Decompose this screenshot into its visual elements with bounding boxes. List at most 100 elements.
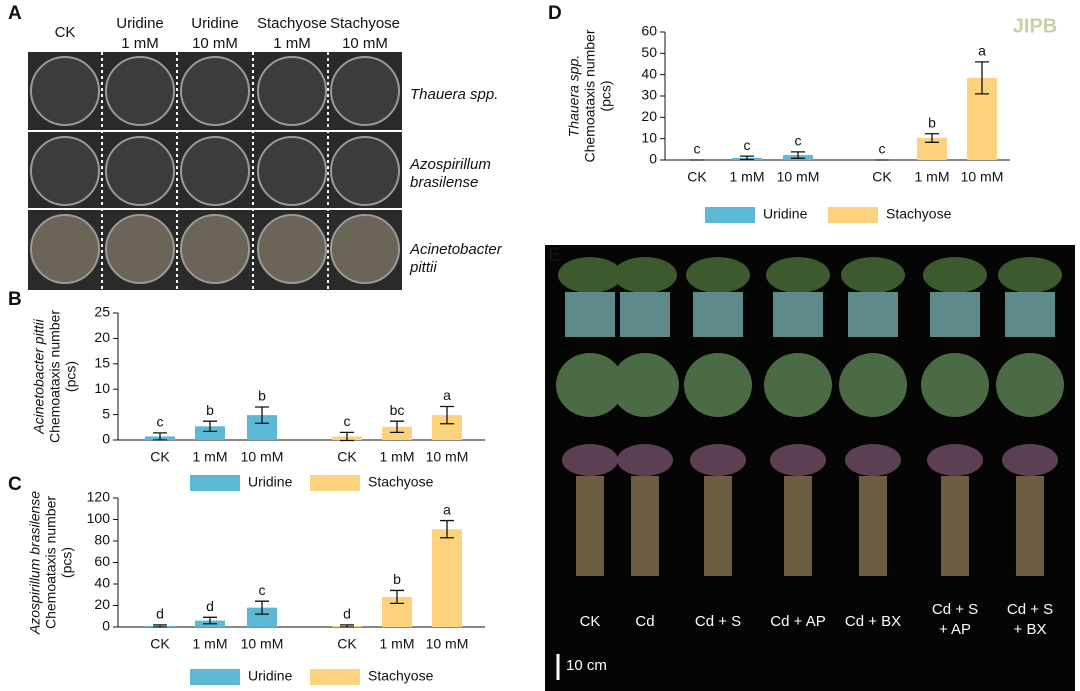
plant-top <box>686 257 750 293</box>
y-tick-label: 80 <box>94 532 110 548</box>
pot <box>693 292 743 337</box>
y-tick-label: 10 <box>641 129 657 145</box>
y-axis-label: Thauera spp. <box>566 55 582 138</box>
plate <box>30 214 100 284</box>
column-label: Stachyose <box>257 15 327 32</box>
treatment-label: Cd <box>635 613 654 630</box>
plant-rosette <box>556 353 624 417</box>
error-bar <box>255 600 269 615</box>
treatment-label: CK <box>580 613 601 630</box>
significance-letter: b <box>206 402 214 418</box>
x-tick-label: 10 mM <box>241 636 284 652</box>
row-label: Acinetobacter <box>409 241 503 258</box>
error-bar <box>390 589 404 604</box>
scale-label: 10 cm <box>566 657 607 674</box>
plant-top <box>558 257 622 293</box>
legend-label: Uridine <box>763 206 808 222</box>
legend-label: Stachyose <box>368 668 434 684</box>
plate <box>105 214 175 284</box>
legend-label: Stachyose <box>368 474 434 490</box>
plant-rosette <box>611 353 679 417</box>
legend-swatch <box>310 475 360 491</box>
x-tick-label: 1 mM <box>915 169 950 185</box>
x-tick-label: 10 mM <box>426 449 469 465</box>
legend-label: Uridine <box>248 474 293 490</box>
legend-swatch <box>705 207 755 223</box>
y-tick-label: 0 <box>102 431 110 447</box>
y-tick-label: 0 <box>102 618 110 634</box>
significance-letter: c <box>744 137 751 153</box>
shoot <box>562 444 618 476</box>
significance-letter: c <box>795 133 802 149</box>
shoot <box>770 444 826 476</box>
plate <box>257 136 327 206</box>
significance-letter: c <box>259 582 266 598</box>
y-tick-label: 20 <box>94 329 110 345</box>
y-tick-label: 0 <box>649 151 657 167</box>
column-label: 1 mM <box>121 35 159 52</box>
error-bar <box>203 420 217 433</box>
error-bar <box>390 420 404 434</box>
panel-label: C <box>8 474 22 495</box>
bar <box>195 426 225 440</box>
significance-letter: a <box>978 43 986 59</box>
legend-swatch <box>828 207 878 223</box>
treatment-label: + BX <box>1014 621 1047 638</box>
row-label: Azospirillum <box>409 156 491 173</box>
error-bar <box>740 155 754 161</box>
plate <box>330 136 400 206</box>
plant-top <box>613 257 677 293</box>
plate <box>105 136 175 206</box>
plant-rosette <box>839 353 907 417</box>
row-label: brasilense <box>410 174 478 191</box>
column-label: CK <box>55 24 76 41</box>
plate <box>257 56 327 126</box>
logo: JIPB <box>1013 15 1057 37</box>
treatment-label: Cd + S <box>695 613 741 630</box>
shoot <box>617 444 673 476</box>
legend-swatch <box>310 669 360 685</box>
row-label: Thauera spp. <box>410 86 498 103</box>
error-bar <box>975 61 989 95</box>
plate <box>330 214 400 284</box>
error-bar <box>203 616 217 625</box>
y-tick-label: 30 <box>641 87 657 103</box>
roots <box>631 476 659 576</box>
pot <box>930 292 980 337</box>
error-bar <box>440 519 454 539</box>
x-tick-label: 10 mM <box>426 636 469 652</box>
y-axis-label: Chemoataxis number <box>47 310 63 443</box>
x-tick-label: CK <box>150 636 170 652</box>
error-bar <box>153 432 167 441</box>
y-tick-label: 15 <box>94 355 110 371</box>
x-tick-label: 10 mM <box>241 449 284 465</box>
x-tick-label: CK <box>337 636 357 652</box>
significance-letter: d <box>343 606 351 622</box>
significance-letter: d <box>206 598 214 614</box>
treatment-label: Cd + S <box>932 601 978 618</box>
panel-label: D <box>548 3 562 24</box>
bar <box>247 607 277 627</box>
legend-swatch <box>190 475 240 491</box>
y-axis-label: Chemoataxis number <box>43 496 59 629</box>
treatment-label: Cd + BX <box>845 613 901 630</box>
significance-letter: b <box>393 571 401 587</box>
plant-rosette <box>684 353 752 417</box>
error-bar <box>340 431 354 442</box>
column-label: Uridine <box>191 15 239 32</box>
x-tick-label: CK <box>337 449 357 465</box>
y-axis-label: Azospirillum brasilense <box>27 491 43 635</box>
x-tick-label: 1 mM <box>730 169 765 185</box>
x-tick-label: 1 mM <box>193 449 228 465</box>
y-tick-label: 5 <box>102 405 110 421</box>
plate <box>180 214 250 284</box>
x-tick-label: 1 mM <box>380 449 415 465</box>
y-tick-label: 100 <box>87 510 111 526</box>
significance-letter: c <box>694 141 701 157</box>
row-label: pittii <box>409 259 437 276</box>
plate <box>105 56 175 126</box>
shoot <box>1002 444 1058 476</box>
column-label: 10 mM <box>342 35 388 52</box>
legend-swatch <box>190 669 240 685</box>
shoot <box>690 444 746 476</box>
